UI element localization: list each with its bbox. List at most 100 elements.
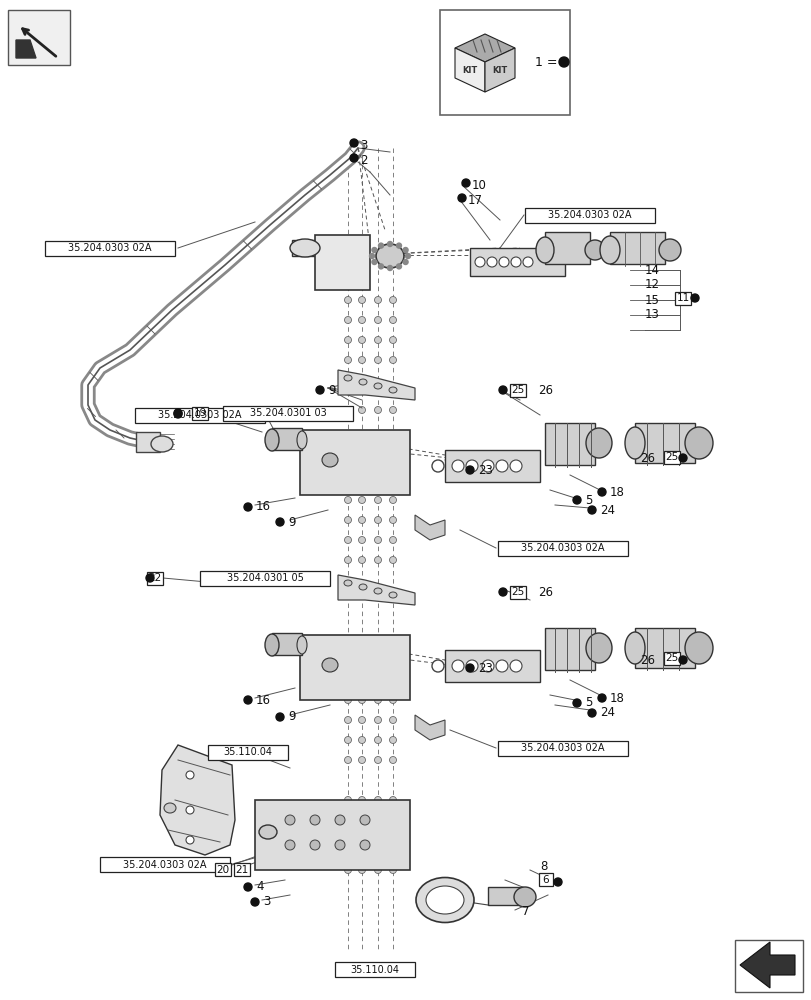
- Circle shape: [374, 696, 381, 704]
- Text: 35.204.0303 02A: 35.204.0303 02A: [68, 243, 152, 253]
- Text: 3: 3: [359, 139, 367, 152]
- Circle shape: [466, 466, 474, 474]
- Circle shape: [358, 556, 365, 564]
- Circle shape: [344, 716, 351, 723]
- Circle shape: [358, 296, 365, 304]
- Ellipse shape: [684, 427, 712, 459]
- Bar: [215, 863, 230, 876]
- Circle shape: [389, 406, 396, 414]
- Circle shape: [374, 357, 381, 363]
- Ellipse shape: [375, 244, 404, 268]
- Circle shape: [690, 294, 698, 302]
- Circle shape: [452, 660, 463, 672]
- Circle shape: [174, 409, 182, 417]
- Circle shape: [387, 265, 392, 270]
- Circle shape: [285, 840, 294, 850]
- Circle shape: [482, 660, 493, 672]
- Text: 35.204.0303 02A: 35.204.0303 02A: [158, 410, 242, 420]
- Ellipse shape: [374, 588, 381, 594]
- Circle shape: [344, 516, 351, 524]
- Circle shape: [350, 139, 358, 147]
- Ellipse shape: [264, 634, 279, 656]
- Text: KIT: KIT: [461, 66, 477, 75]
- Circle shape: [387, 241, 392, 246]
- Circle shape: [474, 257, 484, 267]
- Circle shape: [597, 488, 605, 496]
- Bar: [497, 540, 627, 556]
- Bar: [135, 408, 264, 422]
- Circle shape: [344, 796, 351, 803]
- Circle shape: [678, 454, 686, 462]
- Circle shape: [186, 836, 194, 844]
- Bar: [440, 10, 569, 115]
- Text: 20: 20: [217, 865, 230, 875]
- Polygon shape: [739, 942, 794, 988]
- Circle shape: [402, 259, 408, 264]
- Circle shape: [405, 253, 410, 258]
- Circle shape: [389, 716, 396, 723]
- Text: 18: 18: [609, 486, 624, 498]
- Circle shape: [344, 756, 351, 764]
- Bar: [208, 744, 288, 760]
- Circle shape: [573, 699, 581, 707]
- Ellipse shape: [322, 658, 337, 672]
- Circle shape: [389, 516, 396, 524]
- Circle shape: [558, 57, 569, 67]
- Ellipse shape: [358, 584, 367, 590]
- Ellipse shape: [535, 237, 553, 263]
- Bar: [272, 428, 302, 450]
- Bar: [509, 383, 526, 396]
- Circle shape: [496, 660, 508, 672]
- Circle shape: [389, 496, 396, 504]
- Text: 26: 26: [538, 585, 552, 598]
- Text: 19: 19: [193, 408, 206, 418]
- Circle shape: [350, 154, 358, 162]
- Text: 16: 16: [255, 500, 271, 514]
- Ellipse shape: [684, 632, 712, 664]
- Ellipse shape: [297, 431, 307, 449]
- Ellipse shape: [659, 239, 680, 261]
- Circle shape: [344, 846, 351, 853]
- Circle shape: [457, 194, 466, 202]
- Ellipse shape: [259, 825, 277, 839]
- Circle shape: [499, 257, 508, 267]
- Ellipse shape: [388, 387, 397, 393]
- Bar: [509, 585, 526, 598]
- Bar: [544, 232, 590, 264]
- Circle shape: [389, 556, 396, 564]
- Circle shape: [389, 736, 396, 743]
- Circle shape: [358, 846, 365, 853]
- Text: 13: 13: [644, 308, 659, 322]
- Circle shape: [374, 866, 381, 874]
- Circle shape: [553, 878, 561, 886]
- Text: 35.204.0303 02A: 35.204.0303 02A: [521, 743, 604, 753]
- Circle shape: [374, 716, 381, 723]
- Circle shape: [358, 336, 365, 344]
- Bar: [444, 650, 539, 682]
- Circle shape: [186, 771, 194, 779]
- Circle shape: [358, 736, 365, 743]
- Text: 18: 18: [609, 692, 624, 704]
- Circle shape: [344, 496, 351, 504]
- Bar: [191, 406, 208, 420]
- Bar: [544, 628, 594, 670]
- Circle shape: [315, 386, 324, 394]
- Circle shape: [344, 316, 351, 324]
- Circle shape: [522, 257, 532, 267]
- Text: 17: 17: [467, 194, 483, 207]
- Circle shape: [374, 816, 381, 823]
- Ellipse shape: [624, 632, 644, 664]
- Bar: [234, 863, 250, 876]
- Circle shape: [359, 840, 370, 850]
- Polygon shape: [414, 715, 444, 740]
- Circle shape: [374, 536, 381, 544]
- Bar: [200, 570, 329, 585]
- Text: 35.110.04: 35.110.04: [350, 965, 399, 975]
- Circle shape: [371, 259, 376, 264]
- Bar: [100, 857, 230, 872]
- Circle shape: [344, 296, 351, 304]
- Circle shape: [335, 815, 345, 825]
- Text: 35.204.0303 02A: 35.204.0303 02A: [521, 543, 604, 553]
- Circle shape: [344, 406, 351, 414]
- Circle shape: [276, 713, 284, 721]
